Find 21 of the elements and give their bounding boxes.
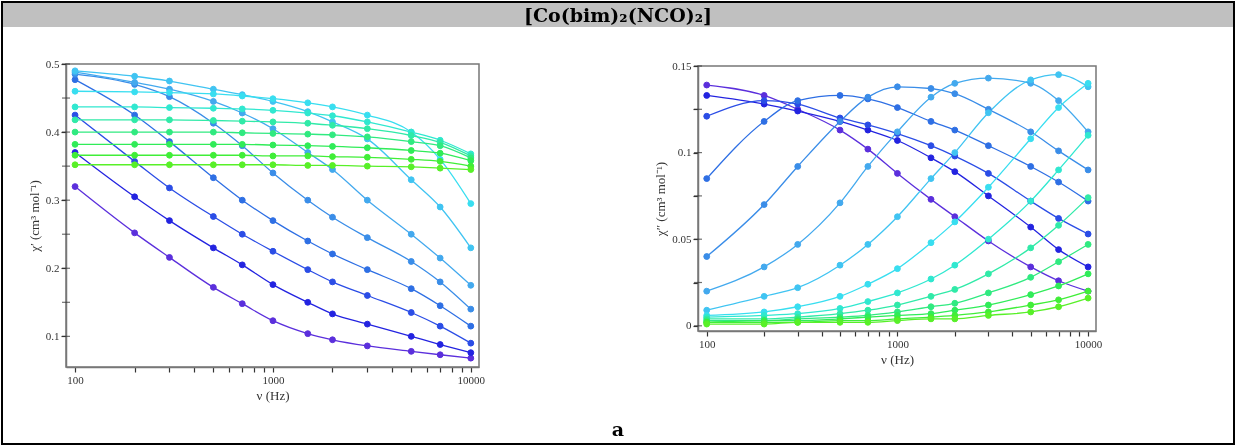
x-axis-title: ν (Hz): [881, 351, 914, 367]
text: [Co(bim)₂(NCO)₂]: [3, 3, 1233, 27]
y-axis-title: χ″ (cm³ mol⁻¹): [653, 161, 669, 238]
y-tick-label: 0.15: [672, 59, 692, 72]
y-tick-label: 0.5: [45, 57, 60, 70]
y-tick-label: 0.4: [45, 125, 60, 138]
y-tick-label: 0.3: [45, 193, 60, 206]
y-tick-label: 0.1: [677, 146, 692, 159]
y-tick-label: 0.1: [45, 329, 60, 342]
x-tick-label: 1000: [262, 373, 285, 386]
y-tick-label: 0.05: [672, 232, 692, 245]
y-tick-label: 0.2: [45, 261, 60, 274]
x-tick-label: 100: [67, 373, 85, 386]
x-tick-label: 1000: [886, 337, 910, 350]
text: a: [610, 418, 626, 440]
y-tick-label: 0: [686, 319, 692, 332]
y-axis-title: χ′ (cm³ mol⁻¹): [26, 180, 42, 253]
x-tick-label: 10000: [1074, 337, 1103, 350]
x-axis-title: ν (Hz): [256, 387, 290, 403]
x-tick-label: 100: [698, 337, 716, 350]
x-tick-label: 10000: [457, 373, 486, 386]
